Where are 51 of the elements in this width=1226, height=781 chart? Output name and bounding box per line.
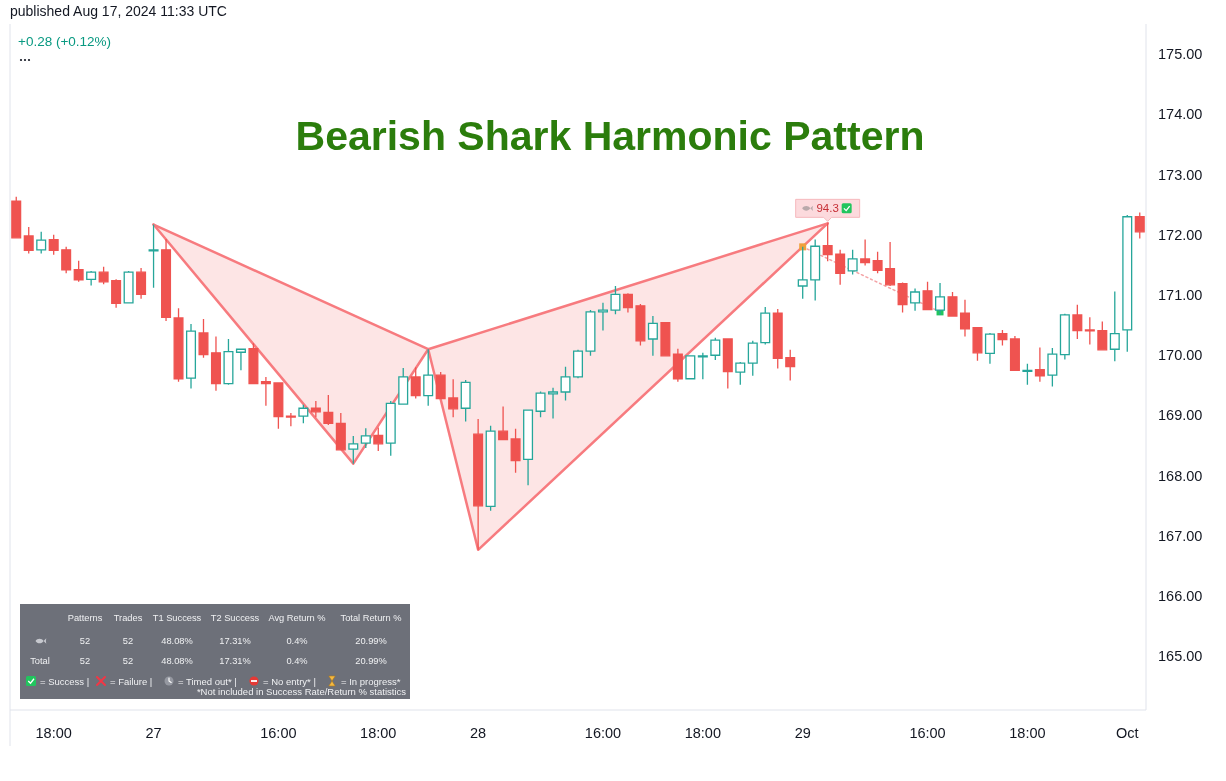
text: 17.31% xyxy=(219,656,251,666)
y-tick-label: 170.00 xyxy=(1158,347,1203,364)
y-tick-label: 169.00 xyxy=(1158,407,1203,424)
x-tick-label: 28 xyxy=(470,725,487,741)
category-label: Patterns xyxy=(67,613,103,623)
annotation: +0.28 (+0.12%) xyxy=(18,34,112,49)
x-tick-label: 29 xyxy=(794,725,811,741)
y-tick-label: 174.00 xyxy=(1158,106,1203,123)
category-label: T2 Success xyxy=(210,613,260,623)
y-tick-label: 165.00 xyxy=(1158,648,1203,665)
x-tick-label: 16:00 xyxy=(584,725,622,741)
text: 0.4% xyxy=(286,656,308,666)
text: 48.08% xyxy=(161,636,193,646)
y-tick-label: 172.00 xyxy=(1158,226,1203,243)
y-tick-label: 171.00 xyxy=(1158,287,1203,304)
annotation: = No entry* | xyxy=(263,675,316,687)
text: Bearish Shark Harmonic Pattern xyxy=(295,113,925,159)
x-tick-label: 18:00 xyxy=(1009,725,1046,741)
category-label: Total Return % xyxy=(340,613,402,623)
category-label: T1 Success xyxy=(152,613,202,623)
category-label: Total xyxy=(30,656,50,666)
annotation: = Timed out* | xyxy=(178,675,237,687)
annotation: = Failure | xyxy=(110,675,153,687)
text: 52 xyxy=(122,656,134,666)
x-tick-label: 16:00 xyxy=(909,725,946,741)
text: 48.08% xyxy=(161,656,193,666)
y-tick-label: 168.00 xyxy=(1158,467,1203,484)
text: 20.99% xyxy=(355,636,387,646)
y-tick-label: 167.00 xyxy=(1158,527,1203,544)
y-tick-label: 175.00 xyxy=(1158,46,1203,63)
annotation: = Success | xyxy=(40,675,90,687)
x-tick-label: 18:00 xyxy=(35,725,72,741)
text: 0.4% xyxy=(286,636,308,646)
annotation: = In progress* xyxy=(341,675,401,687)
x-tick-label: Oct xyxy=(1115,725,1139,741)
text: published Aug 17, 2024 11:33 UTC xyxy=(10,3,227,19)
text: 52 xyxy=(79,636,91,646)
x-tick-label: 16:00 xyxy=(260,725,297,741)
x-tick-label: 27 xyxy=(145,725,162,741)
category-label: Trades xyxy=(113,613,143,623)
annotation: 94.3 xyxy=(816,202,839,215)
y-tick-label: 173.00 xyxy=(1158,166,1203,183)
x-tick-label: 18:00 xyxy=(360,725,397,741)
text: 20.99% xyxy=(355,656,387,666)
text: 52 xyxy=(79,656,91,666)
category-label: Avg Return % xyxy=(268,613,326,623)
y-tick-label: 166.00 xyxy=(1158,588,1203,605)
text: 52 xyxy=(122,636,134,646)
text: 17.31% xyxy=(219,636,251,646)
annotation: *Not included in Success Rate/Return % statistics xyxy=(196,685,407,697)
x-tick-label: 18:00 xyxy=(684,725,721,741)
